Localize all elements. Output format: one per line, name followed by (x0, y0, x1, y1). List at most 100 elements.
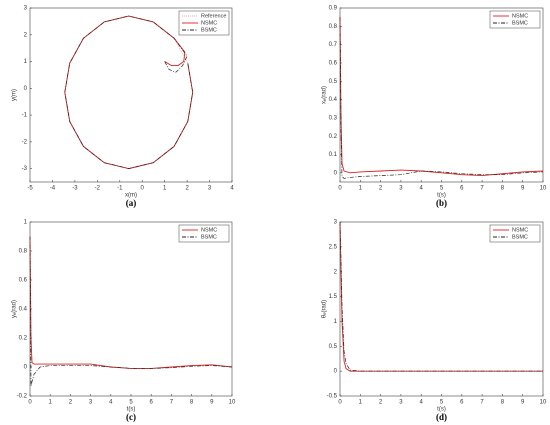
legend-box (489, 224, 541, 243)
y-tick-label: 0 (334, 170, 338, 176)
x-tick-label: -2 (95, 186, 101, 192)
x-tick-label: 4 (420, 186, 424, 192)
x-tick-label: 6 (460, 186, 464, 192)
y-tick-label: 1 (24, 220, 28, 226)
x-axis-label: t(s) (437, 193, 446, 199)
y-tick-label: -0.5 (327, 394, 338, 400)
legend-box (178, 224, 230, 243)
x-tick-label: -3 (72, 186, 78, 192)
y-tick-label: 0.6 (329, 61, 338, 67)
x-tick-label: 2 (379, 400, 383, 406)
x-tick-label: 5 (440, 186, 444, 192)
series-line (339, 17, 544, 179)
x-axis-label: x(m) (125, 193, 137, 199)
x-tick-label: 4 (420, 400, 424, 406)
y-tick-label: 3 (334, 220, 338, 226)
x-tick-label: 1 (359, 186, 363, 192)
y-tick-label: 0.2 (19, 336, 28, 342)
x-tick-label: 1 (359, 400, 363, 406)
y-axis-label: xₑ(rad) (322, 86, 328, 104)
x-tick-label: 3 (399, 400, 403, 406)
legend-label: NSMC (512, 13, 528, 19)
plot-area (29, 7, 233, 183)
x-tick-label: 1 (49, 400, 53, 406)
y-tick-label: 2 (334, 269, 338, 275)
panel-caption: (d) (436, 412, 447, 422)
panel-caption: (b) (436, 198, 447, 208)
y-tick-label: 1.5 (329, 294, 338, 300)
x-tick-label: 5 (129, 400, 133, 406)
x-tick-label: 8 (501, 186, 505, 192)
x-tick-label: 7 (480, 400, 484, 406)
y-tick-label: 2 (24, 32, 28, 38)
x-tick-label: 0 (338, 186, 342, 192)
legend-label: BSMC (201, 27, 217, 33)
y-tick-label: 2.5 (329, 244, 338, 250)
y-tick-label: -1 (22, 113, 28, 119)
y-tick-label: 0 (24, 86, 28, 92)
y-tick-label: 0.9 (329, 6, 338, 12)
y-tick-label: -3 (22, 166, 28, 172)
x-tick-label: -1 (117, 186, 123, 192)
y-tick-label: 0.2 (329, 134, 338, 140)
x-tick-label: 8 (190, 400, 194, 406)
panel-caption: (a) (126, 198, 137, 208)
y-tick-label: 0 (24, 365, 28, 371)
x-tick-label: 10 (540, 186, 547, 192)
legend-label: BSMC (201, 234, 217, 240)
plot-area (339, 221, 544, 397)
legend-label: BSMC (512, 20, 528, 26)
x-tick-label: 0 (338, 400, 342, 406)
x-tick-label: 4 (230, 186, 234, 192)
x-tick-label: 6 (460, 400, 464, 406)
x-tick-label: 3 (89, 400, 93, 406)
x-tick-label: 8 (501, 400, 505, 406)
plot-area (339, 7, 544, 183)
y-axis-label: yₑ(rad) (12, 300, 18, 318)
x-tick-label: 10 (229, 400, 236, 406)
x-tick-label: 2 (379, 186, 383, 192)
y-tick-label: 1 (24, 59, 28, 65)
x-tick-label: -4 (50, 186, 56, 192)
x-axis-label: t(s) (437, 407, 446, 413)
y-tick-label: 0.4 (19, 307, 28, 313)
y-tick-label: 0.5 (329, 344, 338, 350)
legend-label: BSMC (512, 234, 528, 240)
legend-label: NSMC (201, 227, 217, 233)
series-line (64, 15, 194, 169)
x-tick-label: 7 (170, 400, 174, 406)
x-tick-label: 9 (521, 186, 525, 192)
x-tick-label: 3 (208, 186, 212, 192)
series-line (29, 236, 233, 369)
x-tick-label: 9 (521, 400, 525, 406)
y-tick-label: 0.1 (329, 152, 338, 158)
x-tick-label: 0 (28, 400, 32, 406)
x-tick-label: 0 (141, 186, 145, 192)
y-tick-label: -0.2 (17, 394, 28, 400)
legend-label: Reference (201, 13, 226, 19)
y-tick-label: 0.8 (329, 24, 338, 30)
x-tick-label: 5 (440, 400, 444, 406)
plot-area (29, 221, 233, 397)
series-line (339, 221, 543, 372)
y-tick-label: 1 (334, 319, 338, 325)
x-tick-label: 3 (399, 186, 403, 192)
legend-label: NSMC (201, 20, 217, 26)
y-tick-label: 0.6 (19, 278, 28, 284)
series-line (29, 236, 233, 386)
y-axis-label: θₑ(rad) (322, 300, 328, 318)
y-tick-label: 0.7 (329, 42, 338, 48)
y-tick-label: 0.3 (329, 115, 338, 121)
y-axis-label: y(m) (12, 89, 18, 101)
x-tick-label: 2 (185, 186, 189, 192)
y-tick-label: 0.8 (19, 249, 28, 255)
legend-label: NSMC (512, 227, 528, 233)
y-tick-label: -2 (22, 139, 28, 145)
y-tick-label: 0.4 (329, 97, 338, 103)
x-tick-label: 9 (210, 400, 214, 406)
x-tick-label: 7 (480, 186, 484, 192)
x-tick-label: 10 (540, 400, 547, 406)
x-axis-label: t(s) (127, 407, 136, 413)
legend-box (489, 10, 541, 29)
